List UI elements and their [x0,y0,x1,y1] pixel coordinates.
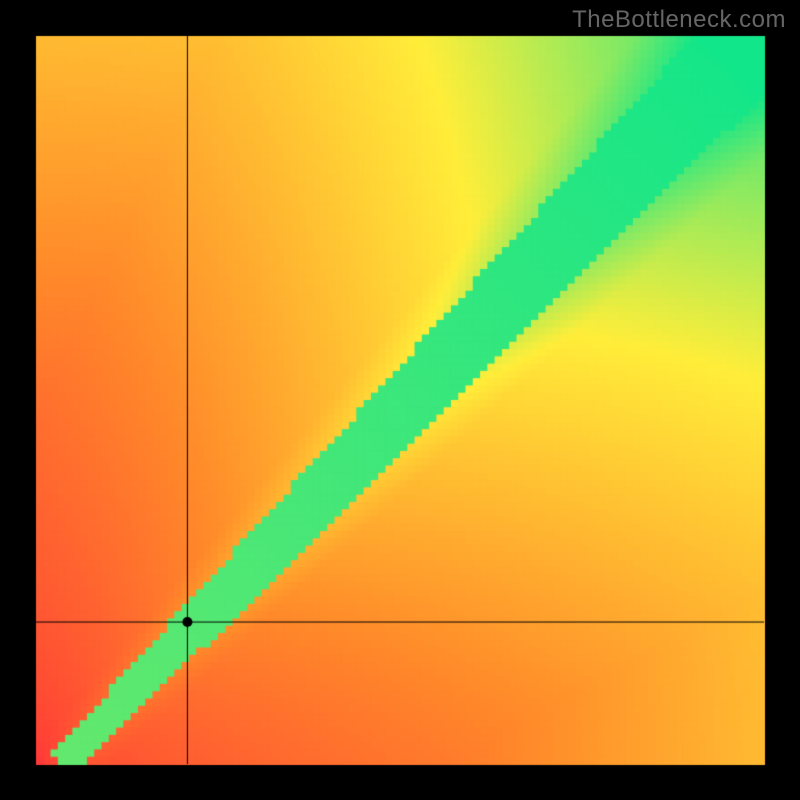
chart-container: TheBottleneck.com [0,0,800,800]
bottleneck-heatmap-canvas [0,0,800,800]
watermark-text: TheBottleneck.com [572,6,786,34]
